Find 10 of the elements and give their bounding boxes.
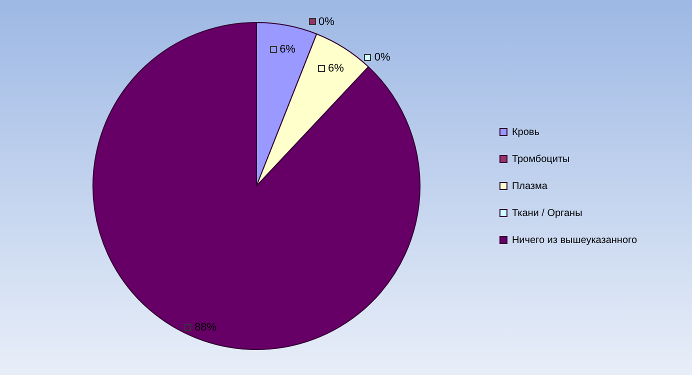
text: 0% xyxy=(318,16,334,28)
legend-label: Ткани / Органы xyxy=(512,208,582,219)
data-label: 6% xyxy=(328,62,344,75)
legend-label: Тромбоциты xyxy=(512,154,570,165)
legend-label: Плазма xyxy=(512,180,548,192)
text: 0% xyxy=(374,51,390,64)
data-label: 6% xyxy=(280,44,296,56)
legend-label: Ничего из вышеуказанного xyxy=(512,234,638,246)
legend-label: Кровь xyxy=(512,126,540,138)
data-label: 88% xyxy=(194,321,217,334)
